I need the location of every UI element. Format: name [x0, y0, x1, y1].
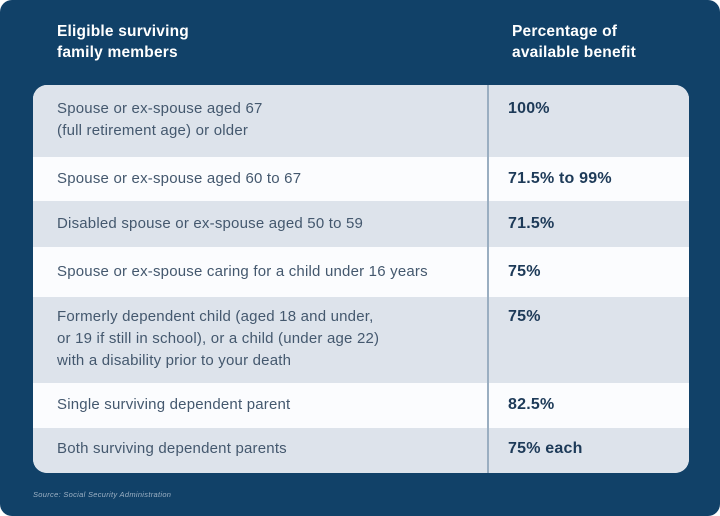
member-cell: Spouse or ex-spouse caring for a child u…	[57, 263, 428, 280]
member-cell: Single surviving dependent parent	[57, 396, 291, 413]
table-row: Spouse or ex-spouse caring for a child u…	[33, 247, 689, 297]
member-cell: Both surviving dependent parents	[57, 440, 287, 457]
percent-cell: 75%	[487, 247, 689, 297]
source-attribution: Source: Social Security Administration	[33, 490, 172, 499]
percent-cell: 75%	[487, 297, 689, 383]
member-cell: Formerly dependent child (aged 18 and un…	[57, 308, 380, 369]
percent-cell: 71.5%	[487, 201, 689, 247]
column-header-family-members: Eligible surviving family members	[57, 23, 189, 61]
table-row: Spouse or ex-spouse aged 60 to 67 71.5% t…	[33, 157, 689, 201]
table-row: Disabled spouse or ex-spouse aged 50 to …	[33, 201, 689, 247]
percent-cell: 100%	[487, 85, 689, 157]
percent-cell: 75% each	[487, 428, 689, 473]
member-cell: Spouse or ex-spouse aged 60 to 67	[57, 170, 302, 187]
table-row: Both surviving dependent parents 75% each	[33, 428, 689, 473]
percent-cell: 82.5%	[487, 383, 689, 428]
table-row: Spouse or ex-spouse aged 67 (full retire…	[33, 85, 689, 157]
percent-cell: 71.5% to 99%	[487, 157, 689, 201]
member-cell: Disabled spouse or ex-spouse aged 50 to …	[57, 215, 364, 232]
benefits-table: Spouse or ex-spouse aged 67 (full retire…	[33, 85, 689, 473]
column-header-percentage: Percentage of available benefit	[512, 23, 637, 61]
table-row: Formerly dependent child (aged 18 and un…	[33, 297, 689, 383]
member-cell: Spouse or ex-spouse aged 67 (full retire…	[57, 100, 263, 139]
table-row: Single surviving dependent parent 82.5%	[33, 383, 689, 428]
